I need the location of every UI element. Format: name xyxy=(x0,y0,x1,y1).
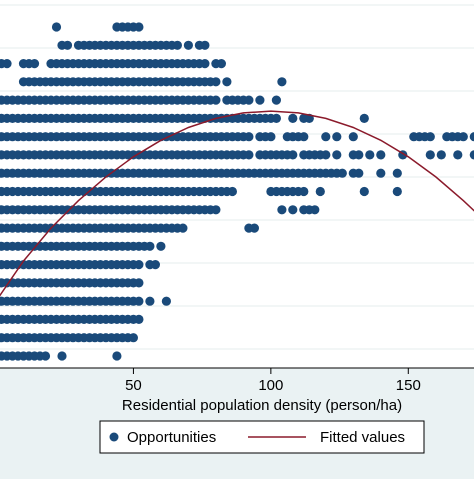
data-point xyxy=(425,132,435,142)
data-point xyxy=(376,150,386,160)
data-point xyxy=(288,150,298,160)
legend-box xyxy=(99,420,425,454)
data-point xyxy=(348,132,358,142)
data-point xyxy=(392,186,402,197)
x-tick-label: 150 xyxy=(396,377,421,394)
fitted-line xyxy=(0,110,474,297)
data-point xyxy=(332,150,342,160)
data-point xyxy=(277,77,287,87)
x-tick-label: 50 xyxy=(125,377,142,394)
legend-fitted-label: Fitted values xyxy=(320,429,405,446)
legend-opportunities-marker xyxy=(109,432,119,442)
data-point xyxy=(425,150,435,160)
data-point xyxy=(310,205,320,215)
data-point xyxy=(2,59,12,69)
data-point xyxy=(134,314,144,324)
data-point xyxy=(172,40,182,50)
plot-area xyxy=(0,0,474,368)
data-point xyxy=(299,186,309,197)
data-point xyxy=(392,168,402,178)
data-point xyxy=(244,150,254,160)
data-point xyxy=(376,168,386,178)
data-point xyxy=(200,59,210,69)
data-point xyxy=(57,351,67,361)
data-point xyxy=(266,132,276,142)
data-point xyxy=(354,150,364,160)
data-point xyxy=(62,40,73,50)
data-point xyxy=(244,132,254,142)
data-point xyxy=(156,241,166,251)
data-point xyxy=(29,59,40,69)
data-point xyxy=(216,59,226,69)
data-point xyxy=(277,205,287,215)
data-point xyxy=(145,241,155,251)
legend-opportunities-label: Opportunities xyxy=(127,429,216,446)
data-point xyxy=(200,40,210,50)
data-point xyxy=(469,150,474,160)
data-point xyxy=(288,113,298,123)
data-point xyxy=(244,95,254,105)
x-axis-label: Residential population density (person/h… xyxy=(122,397,402,414)
data-point xyxy=(271,95,281,105)
data-point xyxy=(227,186,237,197)
data-point xyxy=(134,260,144,270)
points-series xyxy=(0,22,474,361)
data-point xyxy=(365,150,375,160)
data-point xyxy=(315,186,325,197)
x-tick-label: 100 xyxy=(258,377,283,394)
data-point xyxy=(134,296,144,306)
x-axis-ticks: 50 100 150 xyxy=(125,368,421,394)
data-point xyxy=(183,40,193,50)
data-point xyxy=(255,95,265,105)
data-point xyxy=(145,296,155,306)
data-point xyxy=(332,132,342,142)
data-point xyxy=(321,150,331,160)
data-point xyxy=(359,186,369,197)
data-point xyxy=(222,77,232,87)
data-point xyxy=(249,223,259,233)
data-point xyxy=(211,205,221,215)
data-point xyxy=(458,132,468,142)
fitted-series xyxy=(0,110,474,297)
data-point xyxy=(321,132,331,142)
data-point xyxy=(337,168,347,178)
data-point xyxy=(150,260,160,270)
data-point xyxy=(271,113,281,123)
legend: Opportunities Fitted values xyxy=(99,420,425,454)
data-point xyxy=(134,278,144,288)
data-point xyxy=(359,113,369,123)
data-point xyxy=(40,351,51,361)
data-point xyxy=(299,132,309,142)
data-point xyxy=(354,168,364,178)
data-point xyxy=(134,22,144,32)
data-point xyxy=(112,351,122,361)
data-point xyxy=(51,22,62,32)
data-point xyxy=(211,77,221,87)
data-point xyxy=(453,150,463,160)
data-point xyxy=(161,296,171,306)
data-point xyxy=(128,333,138,343)
data-point xyxy=(469,132,474,142)
data-point xyxy=(436,150,446,160)
data-point xyxy=(288,205,298,215)
data-point xyxy=(211,95,221,105)
data-point xyxy=(178,223,188,233)
